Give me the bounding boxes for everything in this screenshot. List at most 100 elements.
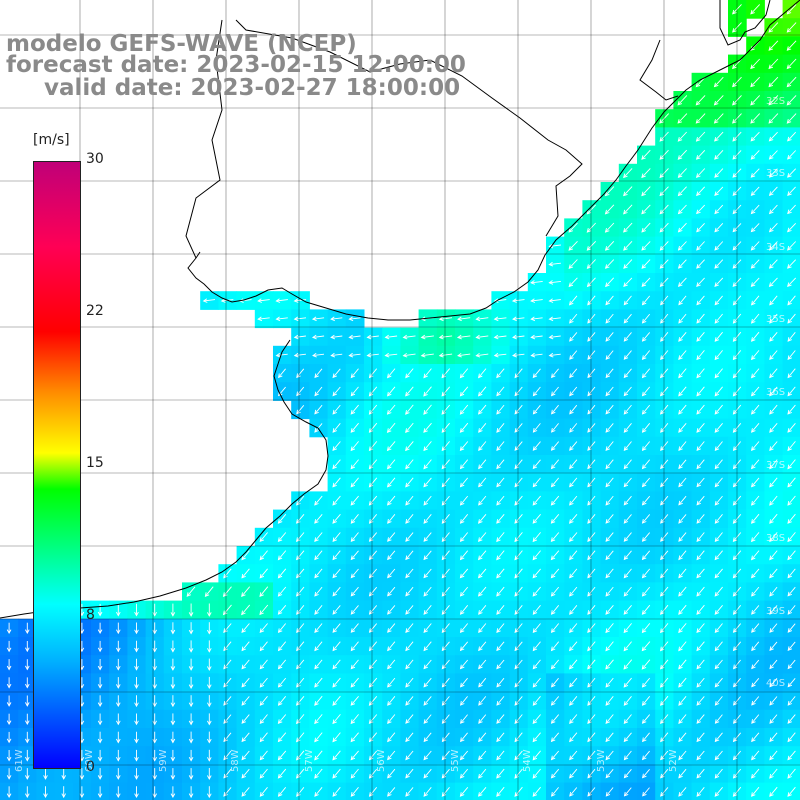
- wind-arrow: [750, 186, 760, 196]
- lon-label: 59W: [158, 749, 169, 772]
- wind-arrow: [459, 404, 469, 415]
- wind-arrow: [514, 441, 523, 451]
- wind-arrow: [386, 495, 396, 506]
- wind-arrow: [550, 459, 560, 470]
- wind-arrow: [386, 368, 396, 379]
- wind-arrow: [532, 550, 541, 561]
- wind-arrow: [405, 422, 414, 434]
- wind-arrow: [714, 477, 723, 488]
- wind-arrow: [714, 313, 723, 324]
- wind-arrow: [152, 749, 157, 762]
- wind-arrow: [568, 295, 578, 306]
- wind-arrow: [678, 350, 687, 361]
- wind-arrow: [587, 750, 596, 761]
- wind-arrow: [605, 568, 614, 579]
- wind-arrow: [459, 623, 469, 634]
- wind-arrow: [678, 641, 687, 652]
- wind-arrow: [605, 495, 614, 506]
- lat-label: 37S: [766, 460, 785, 471]
- wind-arrow: [605, 550, 614, 561]
- wind-arrow: [170, 731, 176, 744]
- wind-arrow: [532, 732, 541, 743]
- wind-arrow: [659, 277, 669, 287]
- wind-arrow: [514, 623, 523, 634]
- wind-arrow: [769, 732, 778, 743]
- wind-arrow: [478, 459, 487, 470]
- wind-arrow: [769, 350, 778, 361]
- wind-arrow: [623, 441, 632, 452]
- wind-arrow: [769, 768, 778, 779]
- wind-arrow: [386, 404, 396, 415]
- wind-arrow: [587, 350, 596, 360]
- wind-arrow: [459, 422, 469, 433]
- wind-arrow: [223, 677, 232, 688]
- wind-arrow: [477, 532, 487, 543]
- wind-arrow: [223, 732, 232, 743]
- wind-arrow: [405, 477, 414, 488]
- wind-arrow: [405, 532, 414, 542]
- wind-arrow: [459, 532, 469, 543]
- wind-arrow: [312, 352, 325, 358]
- wind-arrow: [750, 350, 760, 361]
- colorbar-unit: [m/s]: [33, 132, 70, 148]
- wind-arrow: [475, 352, 489, 358]
- wind-arrow: [350, 441, 359, 452]
- wind-arrow: [678, 568, 687, 579]
- wind-arrow: [387, 677, 396, 688]
- wind-arrow: [477, 550, 487, 561]
- wind-arrow: [623, 222, 633, 233]
- wind-arrow: [714, 331, 723, 342]
- lon-label: 58W: [230, 749, 241, 772]
- wind-arrow: [116, 731, 121, 744]
- wind-arrow: [405, 750, 414, 761]
- wind-arrow: [569, 714, 578, 725]
- wind-arrow: [641, 423, 651, 433]
- wind-arrow: [769, 386, 778, 397]
- wind-arrow: [678, 714, 687, 725]
- wind-arrow: [568, 659, 578, 670]
- wind-arrow: [207, 603, 212, 617]
- wind-arrow: [207, 713, 212, 726]
- wind-arrow: [532, 386, 541, 397]
- wind-arrow: [750, 495, 760, 506]
- wind-arrow: [241, 641, 250, 652]
- wind-arrow: [332, 368, 341, 379]
- wind-arrow: [116, 677, 121, 689]
- wind-arrow: [768, 277, 778, 287]
- wind-arrow: [241, 750, 250, 761]
- wind-arrow: [134, 640, 139, 653]
- wind-arrow: [314, 423, 323, 433]
- wind-arrow: [786, 76, 797, 88]
- wind-arrow: [660, 459, 669, 470]
- wind-arrow: [387, 605, 396, 615]
- wind-arrow: [514, 696, 523, 706]
- wind-arrow: [493, 316, 507, 322]
- wind-arrow: [293, 352, 306, 358]
- wind-arrow: [116, 749, 121, 762]
- wind-arrow: [350, 787, 359, 797]
- wind-arrow: [714, 204, 724, 215]
- wind-arrow: [641, 532, 651, 542]
- wind-arrow: [330, 334, 343, 340]
- wind-arrow: [695, 149, 706, 160]
- wind-arrow: [769, 786, 778, 797]
- wind-arrow: [569, 677, 578, 688]
- wind-arrow: [678, 295, 687, 306]
- wind-arrow: [460, 714, 468, 724]
- wind-arrow: [134, 749, 139, 762]
- wind-arrow: [6, 768, 12, 780]
- wind-arrow: [170, 676, 176, 690]
- wind-arrow: [714, 641, 723, 652]
- wind-arrow: [678, 696, 687, 706]
- wind-arrow: [259, 550, 268, 561]
- wind-arrow: [97, 659, 103, 671]
- wind-arrow: [6, 659, 12, 671]
- wind-arrow: [769, 477, 778, 488]
- wind-arrow: [134, 786, 139, 799]
- wind-arrow: [532, 605, 541, 615]
- wind-arrow: [623, 240, 633, 251]
- wind-arrow: [43, 768, 48, 780]
- wind-arrow: [751, 659, 760, 670]
- wind-arrow: [750, 423, 760, 433]
- wind-arrow: [514, 750, 523, 761]
